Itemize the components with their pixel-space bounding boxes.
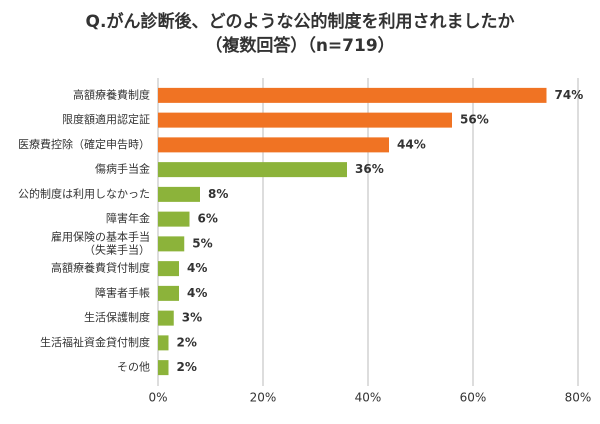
bar — [158, 211, 190, 227]
bar — [158, 186, 200, 202]
value-label: 44% — [397, 137, 426, 151]
x-tick-label: 80% — [565, 391, 592, 405]
value-label: 3% — [182, 311, 202, 325]
bar — [158, 285, 179, 301]
x-tick-label: 60% — [460, 391, 487, 405]
bar — [158, 261, 179, 277]
bar — [158, 360, 169, 376]
bar — [158, 310, 174, 326]
bar — [158, 137, 389, 153]
value-label: 6% — [198, 212, 218, 226]
category-label: 医療費控除（確定申告時） — [18, 137, 150, 151]
category-label: 雇用保険の基本手当（失業手当） — [51, 229, 150, 256]
bar — [158, 236, 185, 252]
value-label: 4% — [187, 286, 207, 300]
x-tick-label: 40% — [355, 391, 382, 405]
category-label: 生活保護制度 — [84, 310, 150, 324]
x-tick-label: 20% — [250, 391, 277, 405]
category-label: 障害者手帳 — [95, 285, 150, 299]
value-label: 36% — [355, 162, 384, 176]
value-label: 2% — [177, 360, 197, 374]
category-label: 高額療養費制度 — [73, 87, 150, 101]
bar — [158, 335, 169, 351]
value-label: 2% — [177, 335, 197, 349]
value-label: 8% — [208, 187, 228, 201]
chart-title: Q.がん診断後、どのような公的制度を利用されましたか — [86, 11, 515, 32]
bar — [158, 112, 452, 128]
value-label: 74% — [555, 88, 584, 102]
category-label: 障害年金 — [106, 211, 150, 225]
value-label: 4% — [187, 261, 207, 275]
value-label: 56% — [460, 113, 489, 127]
chart-subtitle: （複数回答）（n=719） — [205, 35, 394, 56]
category-label: 限度額適用認定証 — [62, 112, 150, 126]
value-label: 5% — [192, 236, 212, 250]
category-label: 傷病手当金 — [95, 162, 150, 176]
category-label: その他 — [117, 361, 150, 374]
bar — [158, 87, 547, 103]
category-label: 公的制度は利用しなかった — [18, 186, 150, 200]
category-label: 高額療養費貸付制度 — [51, 261, 150, 275]
bar — [158, 162, 347, 178]
x-tick-label: 0% — [148, 391, 167, 405]
category-label: 生活福祉資金貸付制度 — [40, 335, 150, 349]
